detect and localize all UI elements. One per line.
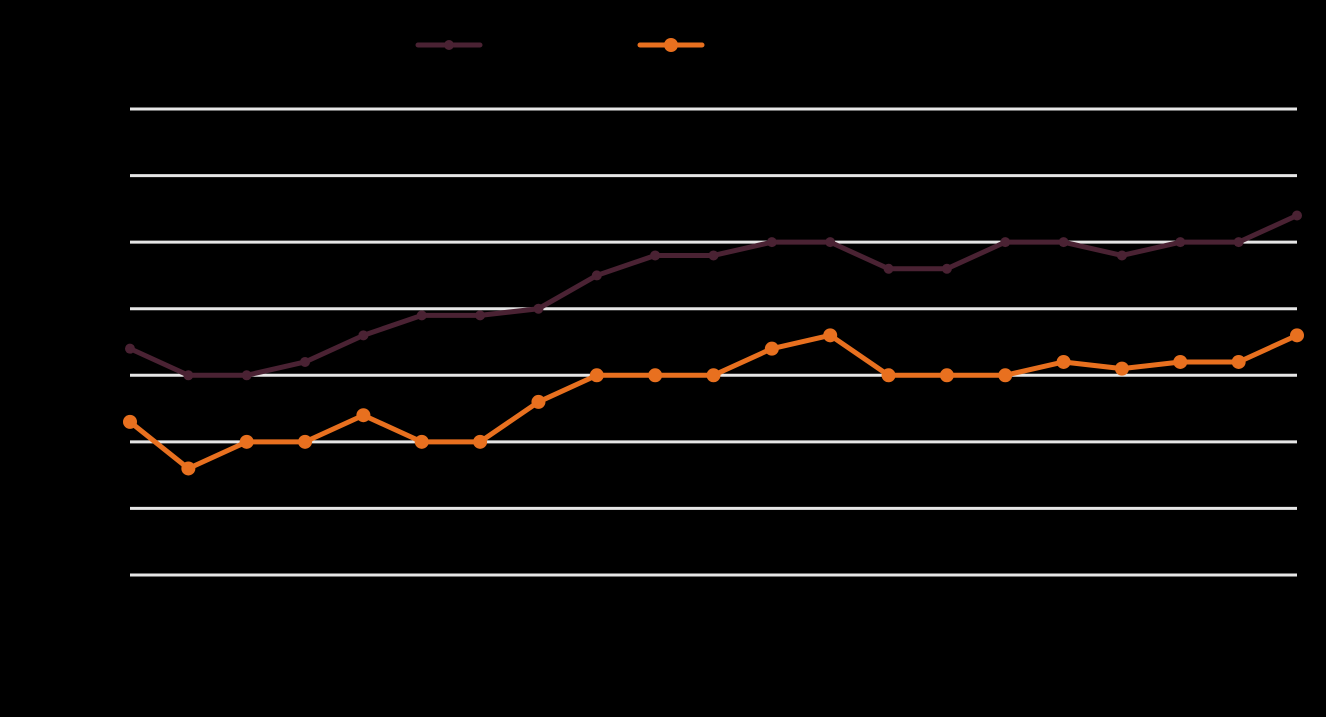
point xyxy=(356,408,371,423)
point xyxy=(414,434,429,449)
point xyxy=(1058,237,1069,248)
point xyxy=(1116,250,1127,261)
point xyxy=(764,341,779,356)
point xyxy=(589,368,604,383)
point xyxy=(708,250,719,261)
point xyxy=(239,434,254,449)
point xyxy=(298,434,313,449)
point xyxy=(473,434,488,449)
point xyxy=(706,368,721,383)
point xyxy=(1173,354,1188,369)
point xyxy=(416,310,427,321)
point xyxy=(125,343,135,354)
point xyxy=(883,263,894,274)
point xyxy=(241,370,252,381)
point xyxy=(1056,354,1071,369)
point xyxy=(650,250,661,261)
point xyxy=(825,237,836,248)
point xyxy=(823,328,838,343)
legend-marker xyxy=(444,40,454,50)
point xyxy=(766,237,777,248)
point xyxy=(533,303,544,314)
legend-marker xyxy=(664,38,678,52)
point xyxy=(1290,328,1304,343)
point xyxy=(183,370,194,381)
point xyxy=(1233,237,1244,248)
point xyxy=(1114,361,1129,376)
point xyxy=(1000,237,1011,248)
point xyxy=(531,394,546,409)
point xyxy=(1231,354,1246,369)
point xyxy=(881,368,896,383)
point xyxy=(941,263,952,274)
point xyxy=(998,368,1013,383)
point xyxy=(1175,237,1186,248)
point xyxy=(475,310,486,321)
point xyxy=(1292,210,1302,221)
point xyxy=(358,330,369,341)
point xyxy=(591,270,602,281)
point xyxy=(648,368,663,383)
point xyxy=(181,461,196,476)
point xyxy=(123,414,137,429)
point xyxy=(300,356,311,367)
point xyxy=(939,368,954,383)
